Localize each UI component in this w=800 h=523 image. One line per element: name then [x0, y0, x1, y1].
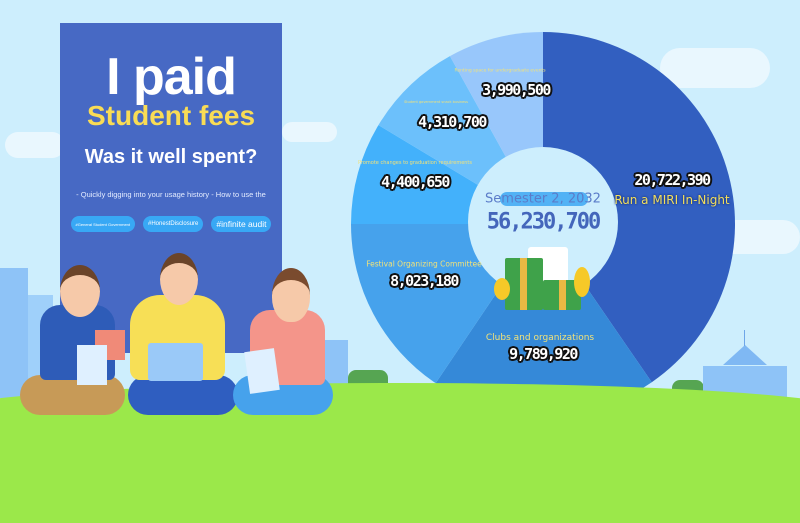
school-flag-icon — [744, 330, 745, 346]
paper-icon — [77, 345, 107, 385]
semester-label: Semester 2, 2032 — [485, 191, 601, 207]
donut-slice — [543, 32, 736, 383]
student-middle-head — [160, 253, 198, 305]
slice-value-graduation: 4,400,650 — [381, 173, 450, 191]
cloud — [5, 132, 65, 158]
hashtag-honest-disclosure[interactable]: #HonestDisclosure — [143, 216, 204, 232]
slice-value-festival: 8,023,180 — [390, 272, 459, 290]
cloud — [660, 48, 770, 88]
total-amount: 56,230,700 — [486, 209, 601, 235]
cloud — [282, 122, 337, 142]
donut-slice — [435, 224, 652, 416]
student-right-head — [272, 268, 310, 322]
semester-pill — [500, 192, 588, 206]
slice-label-clubs: Clubs and organizations — [485, 333, 595, 343]
slice-value-miri: 20,722,390 — [634, 171, 711, 189]
student-left-head — [60, 265, 100, 317]
student-left-legs — [20, 375, 125, 415]
coin-icon — [574, 267, 590, 297]
building-left — [0, 268, 28, 398]
slice-value-snack: 4,310,700 — [418, 113, 487, 131]
slice-label-renting: Renting space for undergraduate events — [454, 68, 546, 74]
slice-label-graduation: Promote changes to graduation requiremen… — [357, 160, 473, 166]
slice-value-renting: 3,990,500 — [482, 81, 551, 99]
hashtag-infinite-audit[interactable]: #infinite audit — [211, 216, 272, 232]
slice-label-miri: Run a MIRI In-Night — [614, 193, 730, 207]
hashtag-row: #General Student Government #HonestDiscl… — [60, 216, 282, 232]
title-line-2: Student fees — [86, 100, 256, 131]
laptop-icon — [148, 343, 203, 381]
slice-label-snack: Student government snack business — [404, 100, 468, 104]
hashtag-general-student-government[interactable]: #General Student Government — [70, 216, 136, 232]
school-roof — [723, 345, 767, 365]
coin-icon — [494, 278, 510, 300]
cash-band — [520, 258, 527, 310]
cash-band — [559, 280, 566, 310]
paper-icon — [244, 348, 280, 394]
description: - Quickly digging into your usage histor… — [76, 190, 266, 199]
student-middle-legs — [128, 375, 238, 415]
slice-label-festival: Festival Organizing Committee — [366, 259, 482, 269]
students-illustration — [15, 250, 345, 425]
title-line-1: I paid — [106, 48, 237, 106]
title-question: Was it well spent? — [84, 146, 258, 168]
slice-value-clubs: 9,789,920 — [509, 345, 578, 363]
donut-slices — [351, 32, 736, 416]
